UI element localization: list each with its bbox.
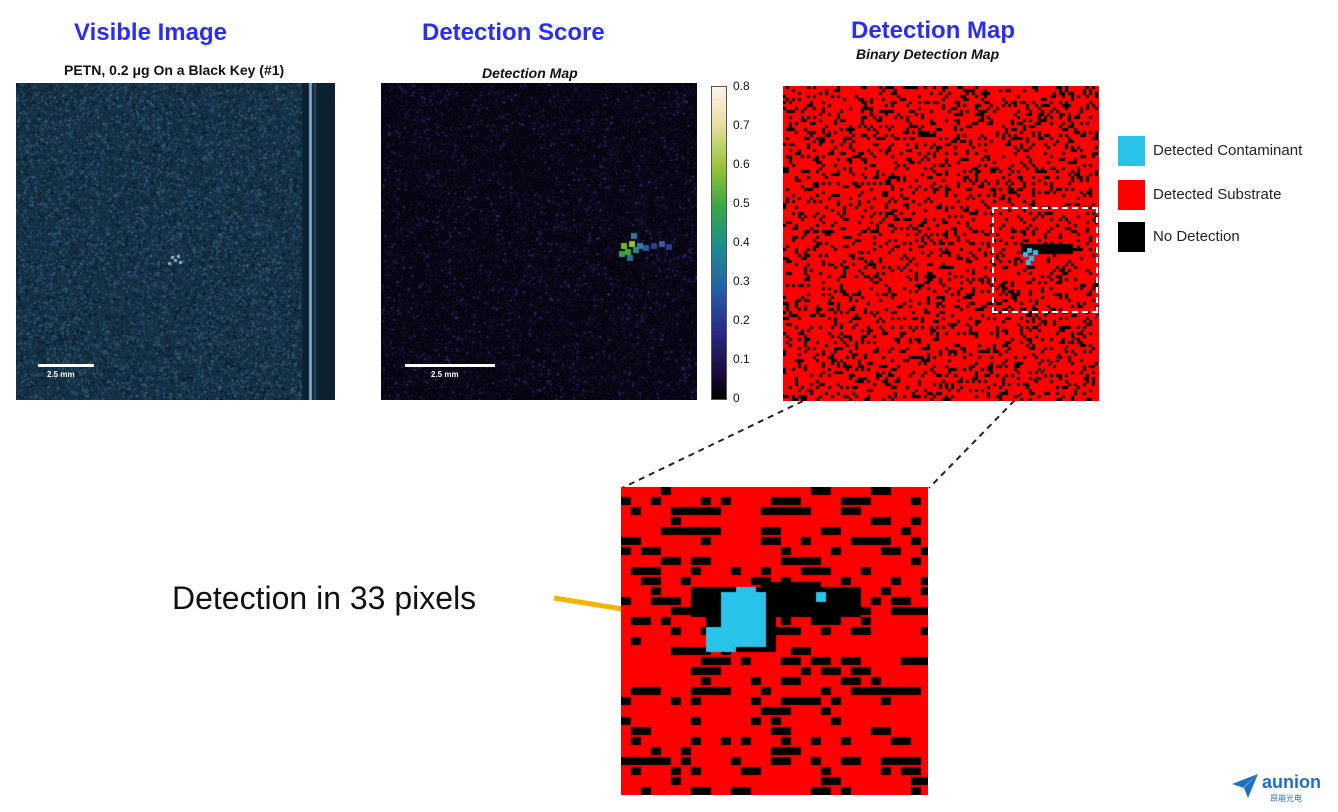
score-scalebar-label: 2.5 mm <box>431 370 459 379</box>
legend-label-no-detection: No Detection <box>1153 228 1240 245</box>
zoomed-detection-map <box>621 487 928 795</box>
detection-score-title: Detection Score <box>422 19 605 46</box>
zoomed-map-panel <box>621 487 928 795</box>
visible-image-panel: 2.5 mm <box>16 83 335 400</box>
legend-label-substrate: Detected Substrate <box>1153 186 1282 203</box>
binary-detection-map <box>783 86 1099 401</box>
visible-scalebar <box>38 364 94 367</box>
colorbar-tick-label: 0.8 <box>733 79 750 93</box>
colorbar-tick-label: 0.2 <box>733 313 750 327</box>
legend-label-contaminant: Detected Contaminant <box>1153 142 1303 159</box>
logo-sub: 昂崩光电 <box>1270 794 1302 803</box>
colorbar-tick-label: 0.4 <box>733 235 750 249</box>
visible-image-title: Visible Image <box>74 19 227 46</box>
detection-score-image <box>381 83 697 400</box>
colorbar-tick-label: 0.1 <box>733 352 750 366</box>
detection-score-subtitle: Detection Map <box>482 65 578 81</box>
zoom-region-box <box>992 207 1098 313</box>
score-scalebar <box>405 364 495 367</box>
visible-image-subtitle: PETN, 0.2 μg On a Black Key (#1) <box>64 62 285 78</box>
visible-scalebar-label: 2.5 mm <box>47 370 75 379</box>
colorbar-tick-label: 0.5 <box>733 196 750 210</box>
colorbar-tick-label: 0.7 <box>733 118 750 132</box>
detection-map-subtitle: Binary Detection Map <box>856 46 1000 62</box>
callout-text: Detection in 33 pixels <box>172 580 477 616</box>
colorbar <box>711 86 727 400</box>
paper-plane-icon <box>1232 774 1258 798</box>
visible-image <box>16 83 335 400</box>
logo-name: aunion <box>1262 772 1321 792</box>
detection-score-panel: 2.5 mm <box>381 83 697 400</box>
colorbar-tick-label: 0.3 <box>733 274 750 288</box>
zoom-connector-right <box>928 313 1100 489</box>
colorbar-tick-label: 0.6 <box>733 157 750 171</box>
legend-swatch-substrate <box>1118 180 1145 210</box>
detection-map-title: Detection Map <box>851 17 1016 44</box>
zoom-connector-left <box>621 400 804 489</box>
legend-swatch-contaminant <box>1118 136 1145 166</box>
binary-map-panel <box>783 86 1099 401</box>
legend-swatch-no-detection <box>1118 222 1145 252</box>
colorbar-tick-label: 0 <box>733 391 740 405</box>
